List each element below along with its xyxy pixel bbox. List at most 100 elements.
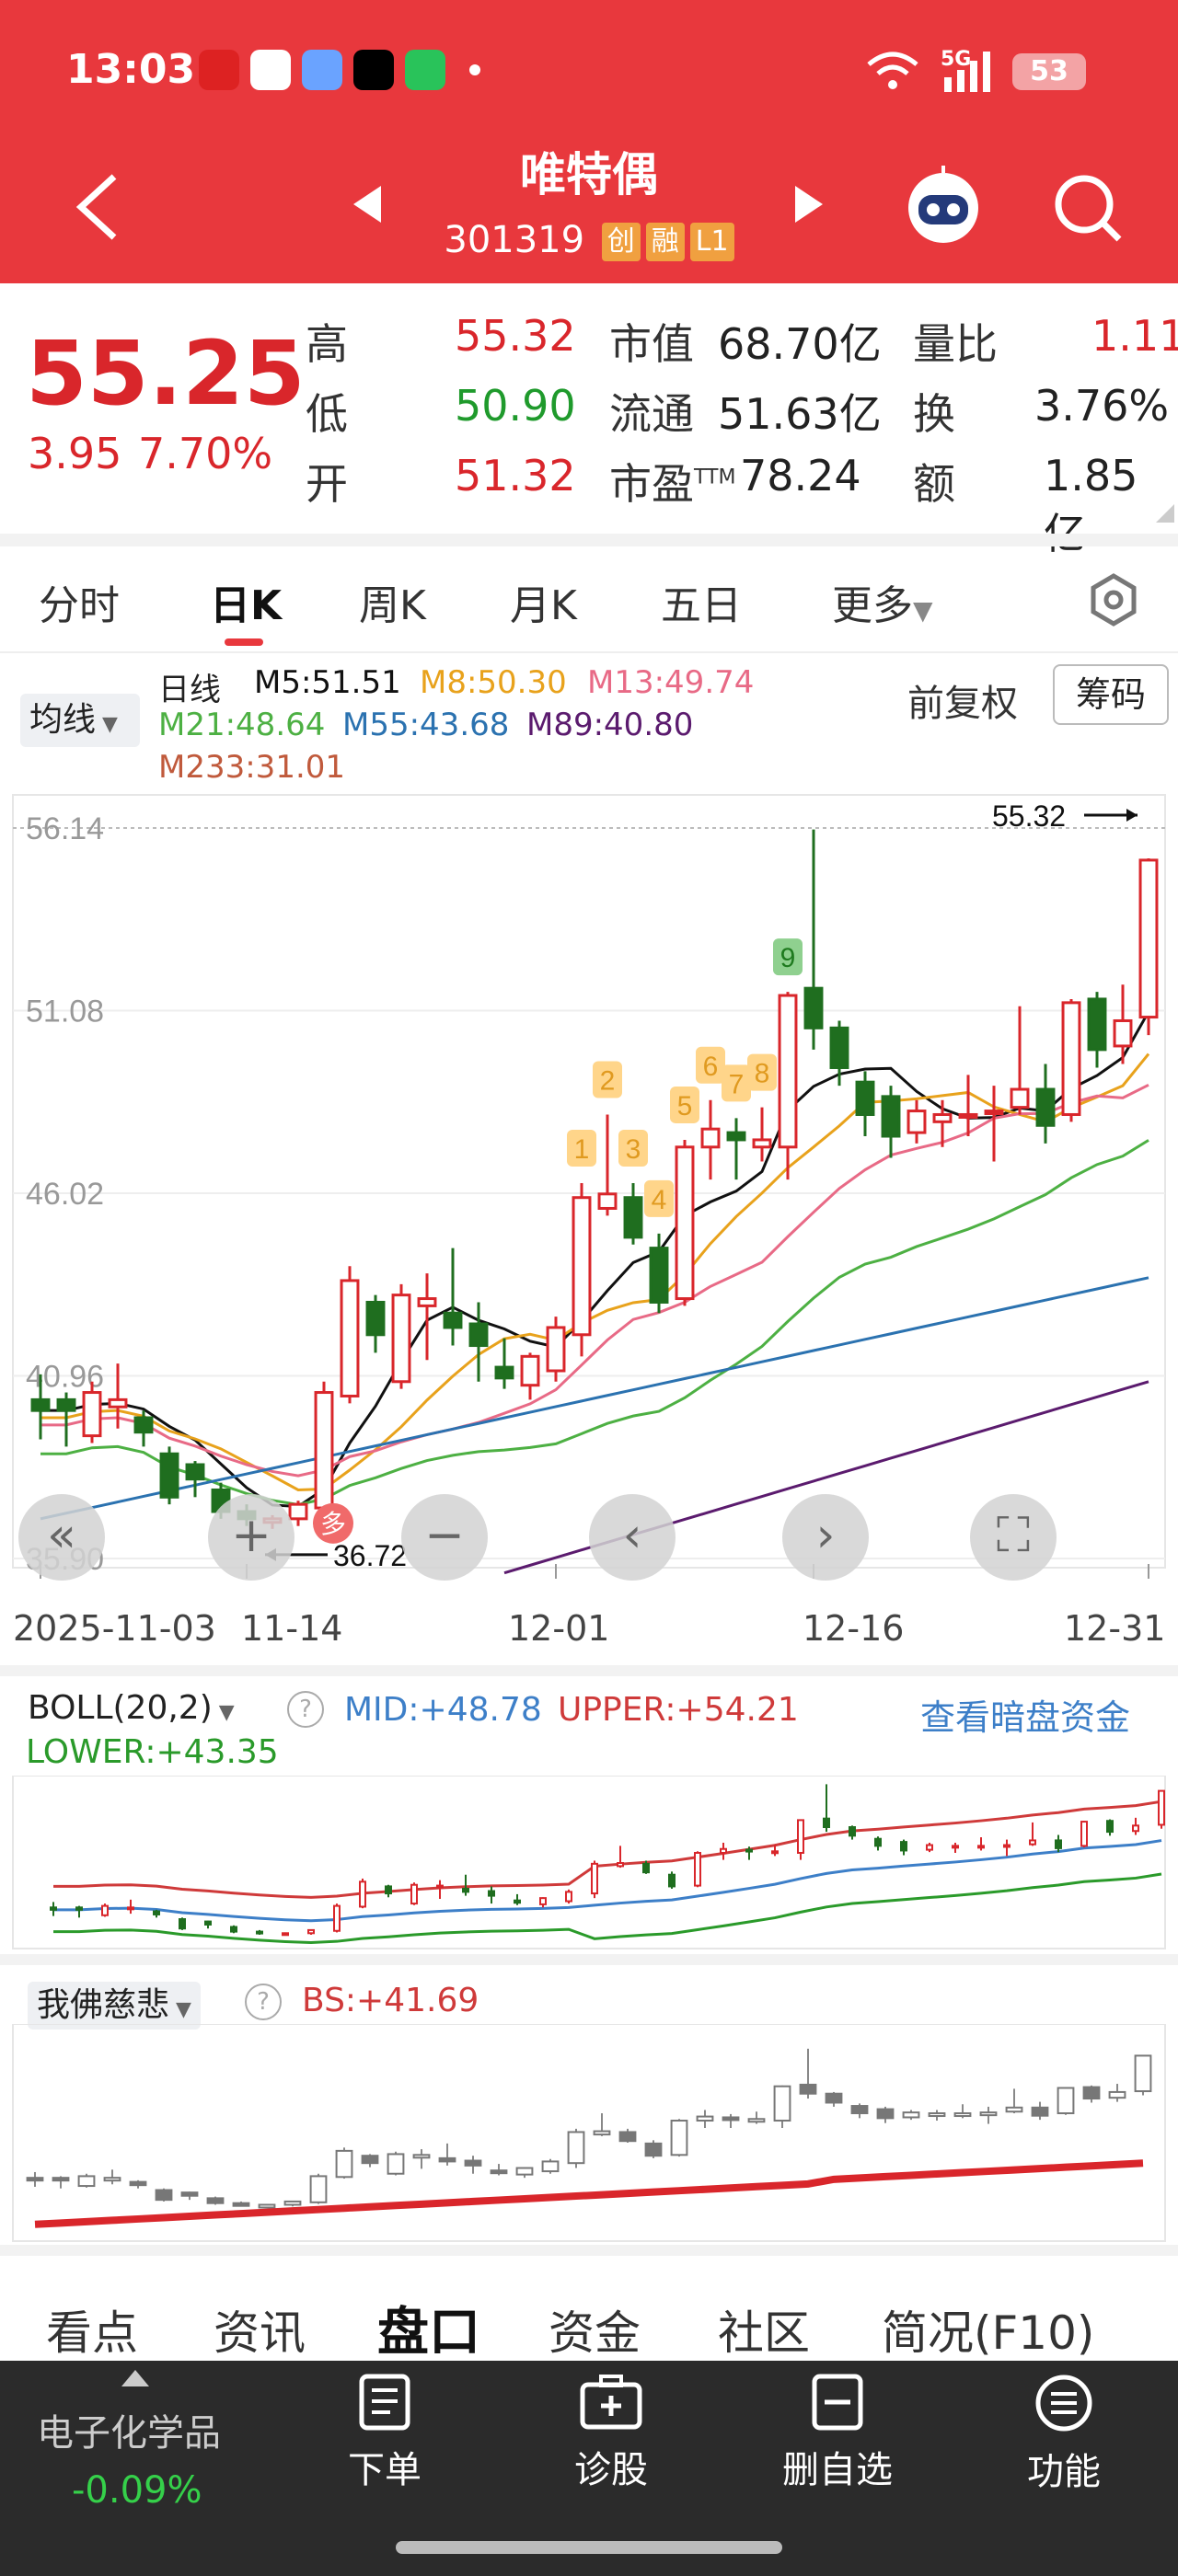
bs-candle xyxy=(129,2180,147,2187)
search-icon[interactable] xyxy=(1051,171,1125,245)
bs-candle xyxy=(180,2191,199,2197)
low-label: 低 xyxy=(306,389,348,439)
ma-dropdown[interactable]: 均线 ▼ xyxy=(20,694,140,747)
tab-daily-k[interactable]: 日K xyxy=(210,582,283,629)
function-button[interactable]: 功能 xyxy=(981,2374,1147,2495)
help-icon[interactable]: ? xyxy=(287,1691,324,1728)
boll-candle xyxy=(230,1926,237,1933)
bs-candle xyxy=(876,2108,895,2120)
kline-chart[interactable]: 56.1451.0846.0240.9635.9012345678955.323… xyxy=(0,793,1178,1639)
status-time: 13:03 xyxy=(66,46,196,93)
signal-label: 5 xyxy=(677,1091,693,1121)
boll-chart[interactable] xyxy=(0,1776,1178,1950)
candle xyxy=(417,1297,437,1307)
bs-candle xyxy=(361,2155,379,2165)
caret-up-icon[interactable] xyxy=(120,2368,151,2388)
tab-five-day[interactable]: 五日 xyxy=(661,582,742,629)
signal-badge xyxy=(670,1086,699,1123)
caret-down-icon: ▼ xyxy=(96,713,118,736)
low-value: 50.90 xyxy=(455,381,576,431)
ma8-line xyxy=(40,1052,1150,1491)
boll-candle xyxy=(410,1883,418,1905)
content-tab-f10[interactable]: 简况(F10) xyxy=(882,2306,1095,2360)
bs-candle xyxy=(309,2175,328,2203)
tab-timeshare[interactable]: 分时 xyxy=(39,582,120,629)
prev-stock-icon[interactable] xyxy=(352,184,383,224)
boll-candle xyxy=(75,1906,83,1911)
bs-chart[interactable] xyxy=(0,2024,1178,2245)
order-button[interactable]: 下单 xyxy=(302,2374,468,2493)
boll-candle xyxy=(849,1826,856,1837)
price-tick-label: 51.08 xyxy=(26,995,104,1029)
candle xyxy=(1087,997,1107,1052)
tab-more-label: 更多 xyxy=(832,582,913,629)
zoom-in-icon[interactable]: + xyxy=(208,1494,294,1581)
chart-frame xyxy=(12,794,1166,1569)
signal-badge xyxy=(593,1061,622,1098)
candle xyxy=(1035,1087,1056,1127)
message-icon xyxy=(405,50,445,90)
adjust-mode[interactable]: 前复权 xyxy=(907,683,1018,725)
bs-candle xyxy=(335,2149,353,2179)
bs-candle xyxy=(258,2203,276,2209)
bs-candle xyxy=(541,2160,560,2173)
bs-candle xyxy=(953,2112,972,2118)
tab-monthly-k[interactable]: 月K xyxy=(510,582,577,629)
tag-rong: 融 xyxy=(645,223,685,261)
bs-candle xyxy=(902,2111,920,2119)
boll-candle xyxy=(307,1928,315,1935)
next-candle-icon[interactable]: › xyxy=(782,1494,869,1581)
ma89-value: M89:40.80 xyxy=(526,707,694,743)
chips-button[interactable]: 筹码 xyxy=(1053,664,1169,725)
content-tab-community[interactable]: 社区 xyxy=(718,2306,810,2360)
price-change-pct: 7.70% xyxy=(138,429,273,478)
zoom-out-icon[interactable]: − xyxy=(401,1494,488,1581)
candle xyxy=(803,986,824,1029)
content-tab-order-book[interactable]: 盘口 xyxy=(377,2303,480,2363)
signal-label: 9 xyxy=(780,943,796,973)
settings-icon[interactable] xyxy=(1086,572,1141,627)
diagnose-button[interactable]: 诊股 xyxy=(528,2374,694,2493)
robot-assistant-icon[interactable] xyxy=(902,164,985,247)
kline-period-label: 日线 xyxy=(158,672,221,708)
wifi-signal-icon xyxy=(867,52,990,92)
date-tick-start: 2025-11-03 xyxy=(13,1608,216,1649)
document-icon xyxy=(359,2374,410,2431)
prev-candle-icon[interactable]: ‹ xyxy=(589,1494,676,1581)
candle xyxy=(288,1502,308,1521)
tab-more[interactable]: 更多▼ xyxy=(832,572,933,631)
boll-candle xyxy=(874,1837,882,1847)
content-tab-funds[interactable]: 资金 xyxy=(549,2306,641,2360)
open-label: 开 xyxy=(306,459,348,509)
boll-indicator-select[interactable]: BOLL(20,2) ▼ xyxy=(28,1689,235,1727)
content-tab-news[interactable]: 资讯 xyxy=(214,2306,306,2360)
app-header: 13:03 5G 53 唯特偶 301319 创融 L1 xyxy=(0,0,1178,283)
remove-watchlist-button[interactable]: 删自选 xyxy=(755,2374,920,2493)
content-tab-highlights[interactable]: 看点 xyxy=(46,2306,138,2360)
next-stock-icon[interactable] xyxy=(793,184,825,224)
tab-weekly-k[interactable]: 周K xyxy=(359,582,426,629)
back-icon[interactable] xyxy=(74,173,120,241)
chart-frame xyxy=(12,2024,1166,2242)
bs-indicator-select[interactable]: 我佛慈悲 ▼ xyxy=(28,1982,201,2030)
bs-candle xyxy=(696,2115,714,2122)
help-icon[interactable]: ? xyxy=(245,1984,282,2020)
bs-candle xyxy=(52,2177,70,2182)
bs-candle xyxy=(1031,2106,1049,2117)
bs-indicator-label: 我佛慈悲 xyxy=(37,1986,170,2024)
price-tick-label: 56.14 xyxy=(26,811,104,846)
expand-corner-icon[interactable] xyxy=(1156,504,1174,523)
bs-candle xyxy=(644,2142,663,2157)
sector-name[interactable]: 电子化学品 xyxy=(37,2412,221,2455)
dark-pool-link[interactable]: 查看暗盘资金 xyxy=(920,1697,1131,1738)
ma55-line xyxy=(40,1276,1149,1521)
weather-icon xyxy=(302,50,342,90)
bs-candle xyxy=(412,2154,431,2159)
boll-candle xyxy=(926,1844,933,1851)
fullscreen-icon[interactable]: ⛶ xyxy=(970,1494,1057,1581)
signal-label: 4 xyxy=(652,1185,667,1215)
pan-left-icon[interactable]: « xyxy=(18,1494,105,1581)
pe-value: 78.24 xyxy=(740,451,861,500)
pe-label-text: 市盈 xyxy=(609,459,694,509)
candle xyxy=(185,1463,205,1481)
